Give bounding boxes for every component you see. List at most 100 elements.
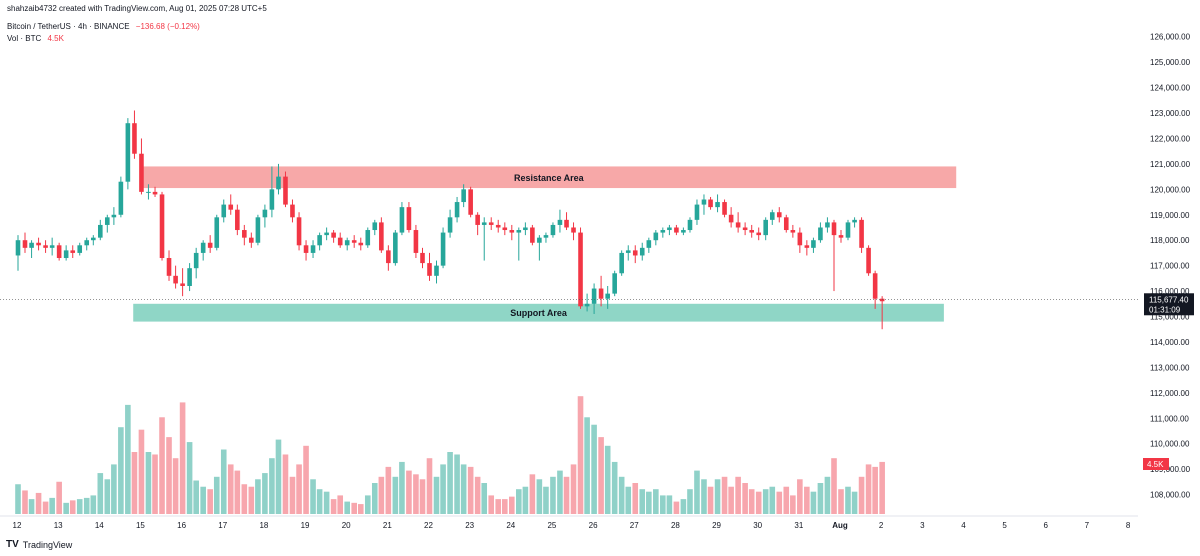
candle-body [399,207,405,233]
volume-tag [1143,458,1169,470]
candle-body [687,219,693,231]
price-tick-label: 117,000.00 [1150,262,1190,271]
volume-bar [790,495,796,514]
volume-bar [858,476,865,514]
volume-bar [56,481,62,514]
candle-body [70,250,76,253]
candle-body [200,242,206,253]
volume-bar [851,491,858,514]
volume-bar [378,476,385,514]
volume-bar [454,454,460,514]
time-tick-label: 17 [218,521,227,530]
volume-bar [824,476,831,514]
candle-body [242,230,247,238]
volume-bar [227,464,234,514]
candle-body [742,227,748,231]
volume-bar [371,483,378,514]
volume-bar [76,499,83,514]
volume-bar [467,466,474,514]
candle-body [15,240,21,256]
tradingview-footer[interactable]: TV TradingView [6,539,72,550]
volume-bar [625,486,632,514]
volume-bar [330,499,337,514]
time-tick-label: 4 [961,521,966,530]
volume-bar [310,479,316,514]
volume-bar [193,480,199,514]
candle-body [776,212,782,218]
volume-bar [632,483,639,514]
volume-legend[interactable]: Vol · BTC 4.5K [7,34,64,43]
time-axis[interactable]: 12 13 14 15 16 17 18 19 20 21 22 23 24 25 26 27 28 29 30 31… [0,515,1138,530]
candle-body [571,227,576,233]
candle-body [152,191,158,195]
price-axis[interactable]: 108,000.00 109,000.00 110,000.00 111,000.00… [1143,33,1194,500]
volume-bar [714,479,721,514]
candle-body [804,245,810,248]
time-tick-label: 30 [753,521,762,530]
volume-bar [748,489,755,514]
symbol-legend[interactable]: Bitcoin / TetherUS · 4h · BINANCE −136.6… [7,22,200,31]
volume-bar [694,470,700,514]
candle-body [591,288,597,304]
time-tick-label: 27 [630,521,639,530]
volume-bar [755,491,762,514]
volume-bar [728,486,734,514]
candle-body [605,293,610,299]
candle-body [838,235,844,238]
time-tick-label: 20 [342,521,351,530]
resistance-zone [141,166,957,189]
volume-bar [35,492,42,514]
volume-bar [680,499,687,514]
volume-bar [769,486,776,514]
volume-bar [515,489,522,514]
volume-bar [550,476,556,514]
candle-body [427,263,432,276]
candle-body [578,232,583,307]
price-tick-label: 110,000.00 [1150,440,1190,449]
volume-bar [145,452,152,514]
volume-bar [234,470,241,514]
time-tick-label: 3 [920,521,925,530]
volume-bar [138,429,145,514]
volume-bar [303,445,309,514]
price-tick-label: 113,000.00 [1150,363,1190,372]
volume-bar [447,452,453,514]
time-tick-label: 22 [424,521,433,530]
volume-bar [179,402,186,514]
volume-bar [646,491,652,514]
volume-bar [262,473,268,514]
candle-body [537,237,542,243]
volume-bar [186,442,193,514]
volume-bar [90,495,97,514]
candle-body [708,199,713,208]
volume-bar [207,489,213,514]
volume-bar [118,427,124,514]
candle-body [372,222,378,231]
volume-bar [296,464,302,514]
volume-bar [433,476,440,514]
candle-body [249,237,254,243]
price-tick-label: 125,000.00 [1150,58,1191,67]
volume-bar [673,501,680,514]
volume-bar [220,449,227,514]
price-tick-label: 126,000.00 [1150,33,1191,42]
candle-body [111,214,117,218]
volume-bar [49,497,55,514]
candle-body [639,247,645,256]
volume-bar [282,454,289,514]
candle-body [646,240,652,248]
candle-body [29,242,34,248]
candle-body [283,176,288,205]
candle-body [125,123,131,182]
candle-body [386,250,391,264]
volume-tag-text: 4.5K [1147,460,1164,469]
volume-bar [687,489,693,514]
candle-body [516,230,522,233]
candle-body [221,204,227,218]
volume-bar [804,486,810,514]
volume-bar [42,501,49,514]
volume-bar [159,417,165,514]
candle-body [84,240,90,246]
volume-bar [783,486,790,514]
